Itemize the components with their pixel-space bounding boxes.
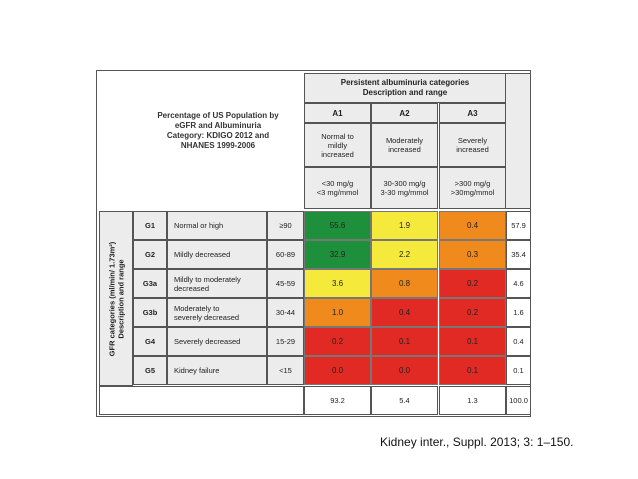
gfr-description: Kidney failure [167,356,267,385]
heatmap-cell: 0.1 [371,327,438,356]
heatmap-cell: 0.0 [304,356,371,385]
heatmap-cell: 0.0 [371,356,438,385]
row-total: 0.1 [506,356,531,385]
gfr-range: 30-44 [267,298,304,327]
heatmap-cell: 0.2 [439,298,506,327]
heatmap-cell: 3.6 [304,269,371,298]
gfr-range: 15-29 [267,327,304,356]
title-line: Category: KDIGO 2012 and [166,131,270,140]
albuminuria-range: >300 mg/g >30mg/mmol [439,167,506,209]
heatmap-cell: 0.2 [439,269,506,298]
albuminuria-code: A2 [371,103,438,123]
total-column-header [506,73,531,209]
row-total: 4.6 [506,269,531,298]
gfr-code: G3a [133,269,167,298]
heatmap-cell: 0.4 [439,211,506,240]
side-label-line: Description and range [116,258,125,339]
heatmap-cell: 0.1 [439,356,506,385]
gfr-side-label: GFR categories (ml/min/ 1.73m²) Descripti… [99,211,133,386]
albuminuria-range: 30-300 mg/g 3-30 mg/mmol [371,167,438,209]
title-line: Percentage of US Population by [157,111,279,120]
heatmap-cell: 0.2 [304,327,371,356]
gfr-description-line: decreased [174,283,210,293]
heatmap-cell: 0.4 [371,298,438,327]
kdigo-heatmap-figure: Percentage of US Population by eGFR and A… [96,70,531,417]
gfr-code: G4 [133,327,167,356]
column-total: 1.3 [439,386,506,415]
column-total: 5.4 [371,386,438,415]
gfr-code: G5 [133,356,167,385]
albuminuria-description-line: Severely [457,136,488,145]
albuminuria-range-line: >30mg/mmol [450,188,495,197]
gfr-description-line: Severely decreased [174,337,241,346]
column-total: 93.2 [304,386,371,415]
row-total: 57.9 [506,211,531,240]
albuminuria-range-line: >300 mg/g [454,179,491,188]
gfr-description-line: Normal or high [174,221,224,230]
citation: Kidney inter., Suppl. 2013; 3: 1–150. [380,435,574,449]
albuminuria-description: Severely increased [439,123,506,167]
albuminuria-description-line: Normal to [321,131,354,141]
grand-total: 100.0 [506,386,531,415]
albuminuria-description-line: increased [456,145,489,154]
gfr-description-line: Moderately to [174,303,220,313]
title-line: NHANES 1999-2006 [180,141,256,150]
albuminuria-header-line: Persistent albuminuria categories [340,78,470,87]
albuminuria-description: Moderately increased [371,123,438,167]
row-total: 1.6 [506,298,531,327]
heatmap-cell: 2.2 [371,240,438,269]
albuminuria-header-line: Description and range [362,88,448,97]
gfr-description: Normal or high [167,211,267,240]
gfr-description-line: Mildly to moderately [174,274,241,284]
gfr-code: G2 [133,240,167,269]
side-label-line: GFR categories (ml/min/ 1.73m²) [107,241,116,356]
totals-row-label [99,386,304,415]
gfr-description: Moderately to severely decreased [167,298,267,327]
gfr-description-line: severely decreased [174,312,240,322]
row-total: 0.4 [506,327,531,356]
gfr-description-line: Mildly decreased [174,250,231,259]
albuminuria-description: Normal to mildly increased [304,123,371,167]
albuminuria-code: A3 [439,103,506,123]
heatmap-cell: 0.8 [371,269,438,298]
albuminuria-range-line: <3 mg/mmol [316,188,359,197]
gfr-description-line: Kidney failure [174,366,220,375]
gfr-range: 60-89 [267,240,304,269]
albuminuria-description-line: mildly [327,140,348,150]
heatmap-cell: 1.0 [304,298,371,327]
figure-title: Percentage of US Population by eGFR and A… [133,111,303,151]
row-total: 35.4 [506,240,531,269]
albuminuria-range-line: 3-30 mg/mmol [380,188,429,197]
heatmap-cell: 32.9 [304,240,371,269]
gfr-description: Mildly to moderately decreased [167,269,267,298]
heatmap-cell: 1.9 [371,211,438,240]
heatmap-cell: 0.1 [439,327,506,356]
gfr-code: G3b [133,298,167,327]
heatmap-cell: 55.6 [304,211,371,240]
albuminuria-description-line: Moderately [385,136,424,145]
albuminuria-description-line: increased [388,145,421,154]
albuminuria-range-line: 30-300 mg/g [383,179,426,188]
gfr-code: G1 [133,211,167,240]
gfr-range: 45-59 [267,269,304,298]
albuminuria-code: A1 [304,103,371,123]
albuminuria-header: Persistent albuminuria categories Descrip… [304,73,506,103]
heatmap-cell: 0.3 [439,240,506,269]
albuminuria-range: <30 mg/g <3 mg/mmol [304,167,371,209]
gfr-description: Severely decreased [167,327,267,356]
albuminuria-range-line: <30 mg/g [321,179,354,188]
albuminuria-description-line: increased [321,149,354,159]
title-line: eGFR and Albuminuria [174,121,262,130]
gfr-range: <15 [267,356,304,385]
gfr-description: Mildly decreased [167,240,267,269]
gfr-range: ≥90 [267,211,304,240]
